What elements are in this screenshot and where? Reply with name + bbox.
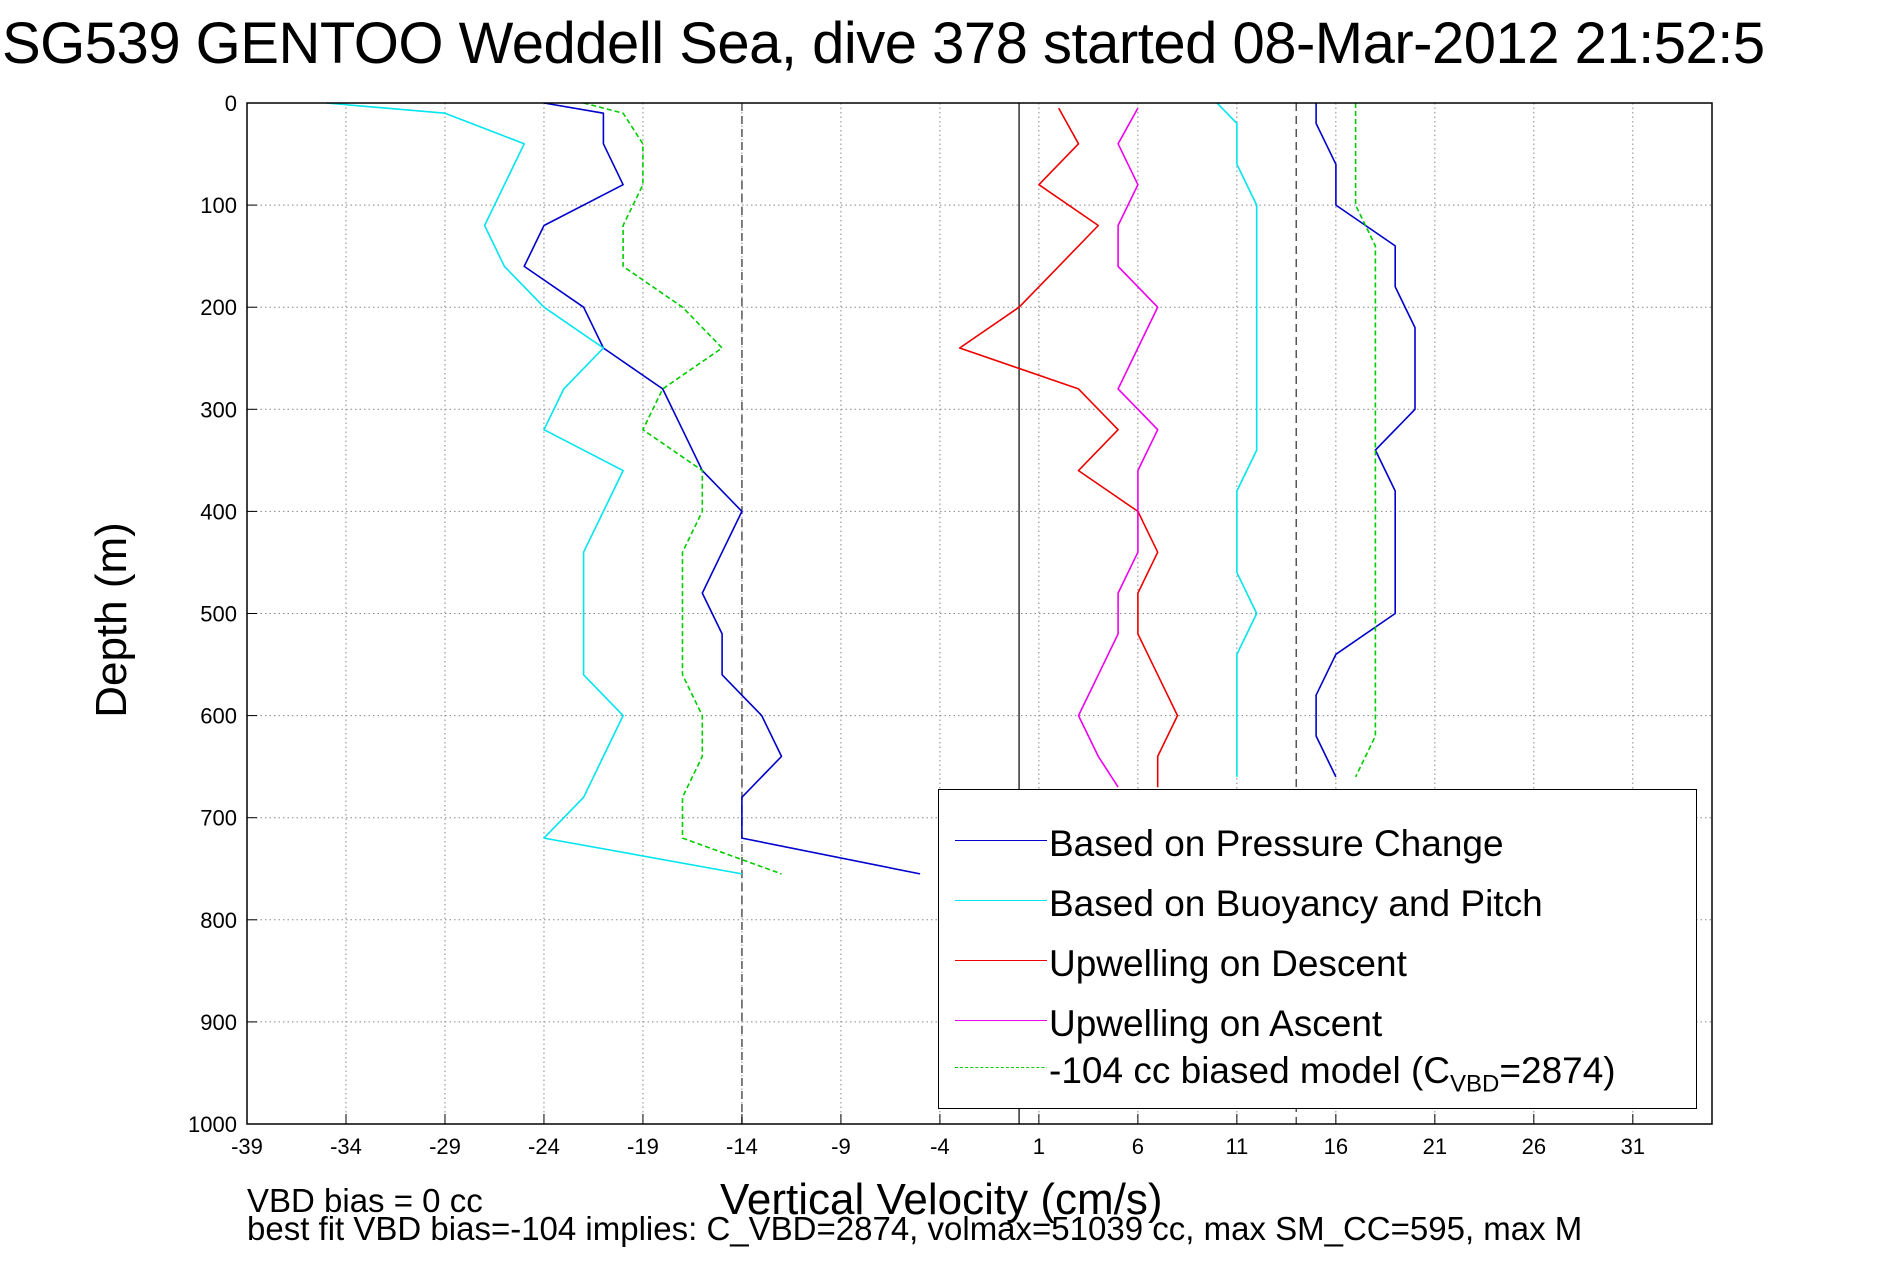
legend: Based on Pressure Change Based on Buoyan… xyxy=(938,789,1697,1109)
legend-swatch xyxy=(955,960,1075,961)
vbd-bias-note: VBD bias = 0 cc xyxy=(247,1182,483,1219)
series-line xyxy=(326,102,743,875)
series-line xyxy=(1315,103,1416,778)
x-tick-label: 26 xyxy=(1522,1134,1546,1159)
x-tick-label: -9 xyxy=(831,1134,851,1159)
series-lines xyxy=(326,102,1416,875)
x-tick-label: 6 xyxy=(1132,1134,1144,1159)
x-tick-label: -14 xyxy=(726,1134,758,1159)
y-tick-label: 900 xyxy=(200,1010,237,1035)
y-tick-labels: 0 100 200 300 400 500 600 700 800 900 1000 xyxy=(188,91,237,1137)
series-line xyxy=(1216,102,1258,777)
x-tick-label: -29 xyxy=(429,1134,461,1159)
x-tick-label: -34 xyxy=(330,1134,362,1159)
y-tick-label: 500 xyxy=(200,602,237,627)
series-line xyxy=(1354,103,1377,778)
legend-item: Based on Buoyancy and Pitch xyxy=(939,871,1696,931)
y-tick-label: 0 xyxy=(225,91,237,116)
tick-marks xyxy=(246,102,1634,1125)
series-line xyxy=(1077,107,1159,788)
legend-swatch xyxy=(955,840,1075,841)
y-tick-label: 700 xyxy=(200,806,237,831)
legend-label-suffix: =2874) xyxy=(1499,1050,1616,1091)
y-tick-label: 600 xyxy=(200,704,237,729)
x-tick-labels: -39 -34 -29 -24 -19 -14 -9 -4 1 6 11 16 21 26 31 xyxy=(231,1134,1645,1159)
x-tick-label: 21 xyxy=(1423,1134,1447,1159)
legend-label-sub: VBD xyxy=(1450,1070,1500,1098)
series-line xyxy=(523,102,921,875)
y-tick-label: 1000 xyxy=(188,1112,237,1137)
x-tick-label: -4 xyxy=(930,1134,950,1159)
x-tick-label: -24 xyxy=(528,1134,560,1159)
legend-item: Based on Pressure Change xyxy=(939,811,1696,871)
legend-item: Upwelling on Descent xyxy=(939,931,1696,991)
y-tick-label: 400 xyxy=(200,499,237,524)
x-tick-label: 16 xyxy=(1324,1134,1348,1159)
best-fit-note: best fit VBD bias=-104 implies: C_VBD=28… xyxy=(247,1210,1583,1247)
legend-item: -104 cc biased model (CVBD=2874) xyxy=(939,1038,1696,1099)
y-tick-label: 100 xyxy=(200,193,237,218)
y-axis-label: Depth (m) xyxy=(87,522,136,718)
x-tick-label: 11 xyxy=(1225,1134,1248,1159)
chart-title: SG539 GENTOO Weddell Sea, dive 378 start… xyxy=(2,11,1765,76)
legend-label: Based on Buoyancy and Pitch xyxy=(1047,883,1543,925)
series-line xyxy=(958,107,1179,788)
legend-swatch xyxy=(955,1020,1075,1021)
y-tick-label: 800 xyxy=(200,908,237,933)
series-line xyxy=(583,102,782,875)
x-tick-label: 1 xyxy=(1033,1134,1045,1159)
y-tick-label: 300 xyxy=(200,397,237,422)
legend-swatch xyxy=(955,1067,1075,1068)
legend-label: Based on Pressure Change xyxy=(1047,823,1504,865)
y-tick-label: 200 xyxy=(200,295,237,320)
x-axis-label: Vertical Velocity (cm/s) xyxy=(720,1175,1163,1224)
x-tick-label: -19 xyxy=(627,1134,659,1159)
x-tick-label: 31 xyxy=(1621,1134,1645,1159)
x-tick-label: -39 xyxy=(231,1134,263,1159)
legend-label: Upwelling on Descent xyxy=(1047,943,1407,985)
legend-label-main: -104 cc biased model (C xyxy=(1049,1050,1451,1091)
legend-swatch xyxy=(955,900,1075,901)
legend-label: Upwelling on Ascent xyxy=(1047,1003,1383,1045)
legend-label: -104 cc biased model (CVBD=2874) xyxy=(1047,1050,1616,1099)
legend-item: Upwelling on Ascent xyxy=(939,991,1696,1051)
